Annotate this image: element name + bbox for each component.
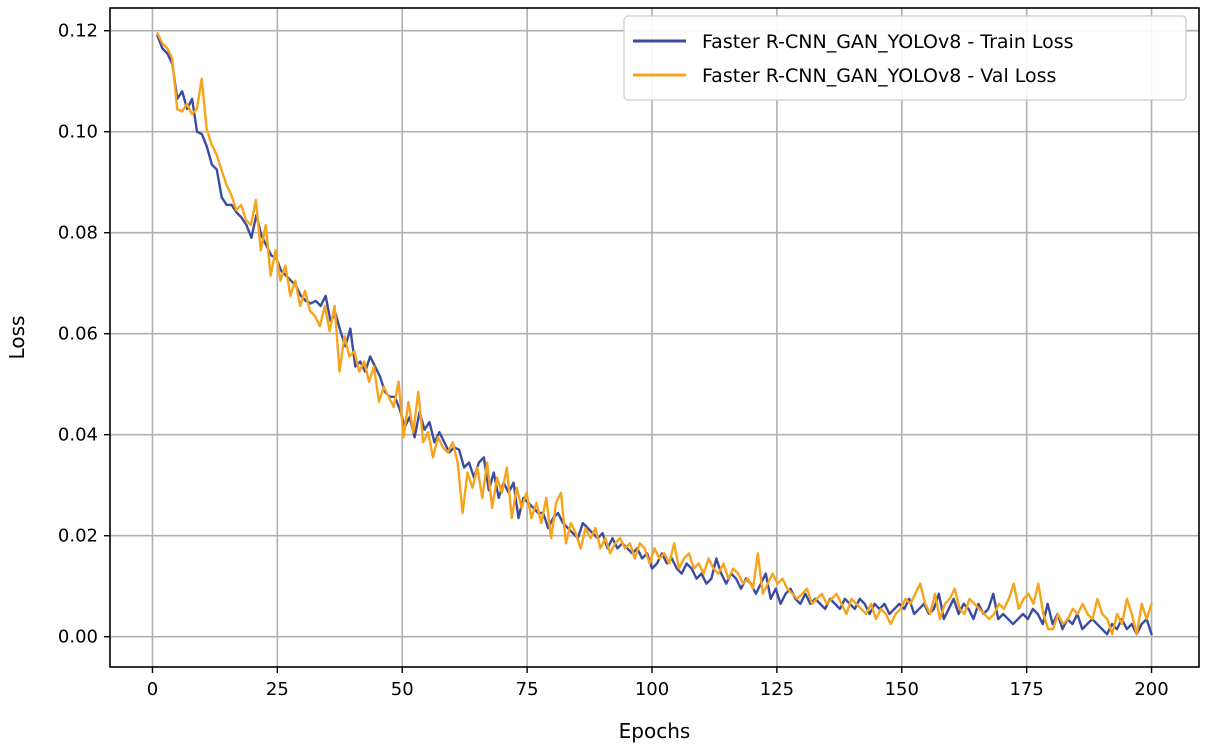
y-tick-label: 0.00 <box>58 627 98 648</box>
x-tick-label: 150 <box>885 679 919 700</box>
y-axis-title: Loss <box>5 316 29 360</box>
y-tick-label: 0.06 <box>58 324 98 345</box>
series-lines <box>156 32 1153 636</box>
train-loss-line <box>156 34 1153 636</box>
grid <box>110 8 1199 667</box>
y-tick-label: 0.12 <box>58 21 98 42</box>
legend-label-val-loss: Faster R-CNN_GAN_YOLOv8 - Val Loss <box>702 65 1056 87</box>
x-tick-label: 25 <box>266 679 289 700</box>
y-tick-label: 0.02 <box>58 526 98 547</box>
legend-label-train-loss: Faster R-CNN_GAN_YOLOv8 - Train Loss <box>702 31 1074 53</box>
y-tick-label: 0.04 <box>58 425 98 446</box>
x-tick-label: 0 <box>147 679 158 700</box>
legend: Faster R-CNN_GAN_YOLOv8 - Train Loss Fas… <box>623 15 1187 101</box>
y-tick-label: 0.10 <box>58 122 98 143</box>
x-tick-label: 75 <box>516 679 539 700</box>
val-loss-line <box>156 32 1153 636</box>
x-tick-label: 125 <box>760 679 794 700</box>
legend-box <box>623 15 1187 101</box>
plot-frame <box>109 7 1200 668</box>
x-tick-label: 50 <box>391 679 414 700</box>
x-tick-label: 200 <box>1134 679 1168 700</box>
y-tick-label: 0.08 <box>58 223 98 244</box>
axis-ticks: 0 25 50 75 100 125 150 175 200 0.00 0.02 0.04 0.06 0.… <box>58 21 1169 700</box>
x-axis-title: Epochs <box>619 719 691 743</box>
x-tick-label: 175 <box>1009 679 1043 700</box>
x-tick-label: 100 <box>635 679 669 700</box>
